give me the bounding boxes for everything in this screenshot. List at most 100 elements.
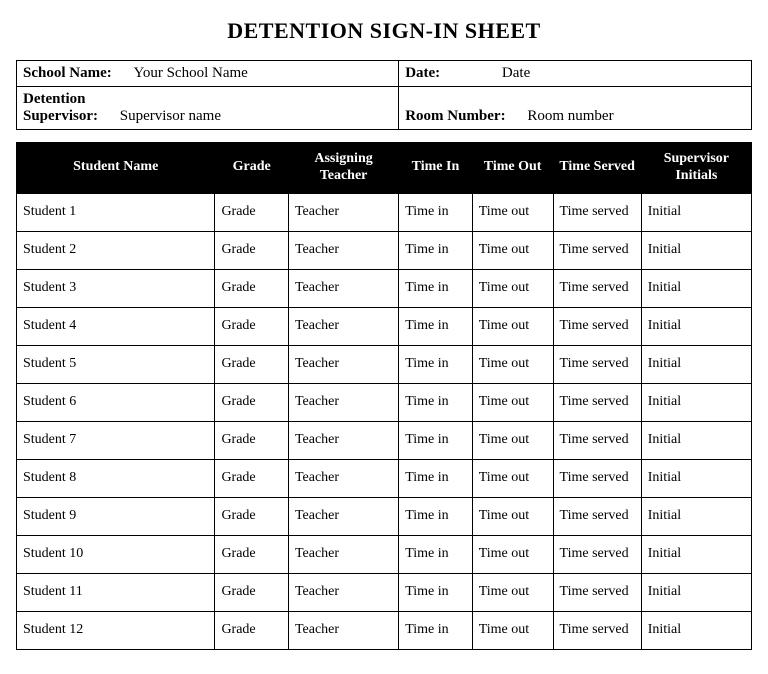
cell-student-name: Student 10 xyxy=(17,535,215,573)
col-header-time-out: Time Out xyxy=(472,143,553,194)
cell-time-out: Time out xyxy=(472,611,553,649)
cell-time-in: Time in xyxy=(399,573,473,611)
cell-teacher: Teacher xyxy=(288,459,398,497)
cell-time-served: Time served xyxy=(553,421,641,459)
cell-student-name: Student 11 xyxy=(17,573,215,611)
table-row: Student 10GradeTeacherTime inTime outTim… xyxy=(17,535,752,573)
cell-time-out: Time out xyxy=(472,231,553,269)
cell-teacher: Teacher xyxy=(288,421,398,459)
cell-teacher: Teacher xyxy=(288,573,398,611)
date-label: Date: xyxy=(405,65,440,82)
cell-time-in: Time in xyxy=(399,459,473,497)
cell-time-out: Time out xyxy=(472,535,553,573)
cell-grade: Grade xyxy=(215,573,289,611)
info-cell-school: School Name: Your School Name xyxy=(17,61,399,87)
cell-grade: Grade xyxy=(215,421,289,459)
cell-time-out: Time out xyxy=(472,307,553,345)
cell-time-out: Time out xyxy=(472,269,553,307)
cell-teacher: Teacher xyxy=(288,193,398,231)
cell-time-served: Time served xyxy=(553,269,641,307)
cell-time-in: Time in xyxy=(399,231,473,269)
cell-initials: Initial xyxy=(641,421,751,459)
cell-student-name: Student 6 xyxy=(17,383,215,421)
table-row: Student 8GradeTeacherTime inTime outTime… xyxy=(17,459,752,497)
cell-time-served: Time served xyxy=(553,535,641,573)
cell-time-in: Time in xyxy=(399,421,473,459)
col-header-time-served: Time Served xyxy=(553,143,641,194)
cell-initials: Initial xyxy=(641,497,751,535)
room-value: Room number xyxy=(527,108,613,125)
cell-initials: Initial xyxy=(641,573,751,611)
cell-student-name: Student 7 xyxy=(17,421,215,459)
table-row: Student 3GradeTeacherTime inTime outTime… xyxy=(17,269,752,307)
cell-student-name: Student 2 xyxy=(17,231,215,269)
cell-time-served: Time served xyxy=(553,573,641,611)
cell-time-out: Time out xyxy=(472,193,553,231)
cell-grade: Grade xyxy=(215,345,289,383)
cell-teacher: Teacher xyxy=(288,497,398,535)
cell-initials: Initial xyxy=(641,383,751,421)
school-name-label: School Name: xyxy=(23,65,112,82)
info-cell-room: Room Number: Room number xyxy=(399,87,752,130)
cell-teacher: Teacher xyxy=(288,345,398,383)
cell-time-out: Time out xyxy=(472,383,553,421)
cell-time-served: Time served xyxy=(553,231,641,269)
col-header-teacher: Assigning Teacher xyxy=(288,143,398,194)
cell-teacher: Teacher xyxy=(288,269,398,307)
table-row: Student 12GradeTeacherTime inTime outTim… xyxy=(17,611,752,649)
col-header-grade: Grade xyxy=(215,143,289,194)
cell-initials: Initial xyxy=(641,611,751,649)
cell-initials: Initial xyxy=(641,269,751,307)
cell-time-out: Time out xyxy=(472,421,553,459)
col-header-time-in: Time In xyxy=(399,143,473,194)
table-body: Student 1GradeTeacherTime inTime outTime… xyxy=(17,193,752,649)
cell-time-served: Time served xyxy=(553,459,641,497)
cell-time-in: Time in xyxy=(399,497,473,535)
info-table: School Name: Your School Name Date: Date… xyxy=(16,60,752,130)
cell-grade: Grade xyxy=(215,611,289,649)
supervisor-label-line2: Supervisor: xyxy=(23,108,98,125)
cell-teacher: Teacher xyxy=(288,611,398,649)
col-header-initials: Supervisor Initials xyxy=(641,143,751,194)
signin-table: Student Name Grade Assigning Teacher Tim… xyxy=(16,142,752,650)
cell-time-out: Time out xyxy=(472,497,553,535)
cell-time-served: Time served xyxy=(553,307,641,345)
cell-time-served: Time served xyxy=(553,383,641,421)
cell-teacher: Teacher xyxy=(288,535,398,573)
supervisor-label-line1: Detention xyxy=(23,91,86,108)
info-cell-date: Date: Date xyxy=(399,61,752,87)
cell-initials: Initial xyxy=(641,535,751,573)
cell-time-in: Time in xyxy=(399,307,473,345)
cell-initials: Initial xyxy=(641,231,751,269)
cell-time-in: Time in xyxy=(399,345,473,383)
table-row: Student 5GradeTeacherTime inTime outTime… xyxy=(17,345,752,383)
cell-time-served: Time served xyxy=(553,193,641,231)
room-label: Room Number: xyxy=(405,108,505,125)
table-row: Student 6GradeTeacherTime inTime outTime… xyxy=(17,383,752,421)
cell-student-name: Student 1 xyxy=(17,193,215,231)
cell-time-in: Time in xyxy=(399,611,473,649)
date-value: Date xyxy=(502,65,530,82)
supervisor-value: Supervisor name xyxy=(120,108,221,125)
cell-grade: Grade xyxy=(215,269,289,307)
cell-student-name: Student 9 xyxy=(17,497,215,535)
cell-time-in: Time in xyxy=(399,383,473,421)
school-name-value: Your School Name xyxy=(134,65,248,82)
cell-teacher: Teacher xyxy=(288,383,398,421)
cell-initials: Initial xyxy=(641,307,751,345)
table-row: Student 4GradeTeacherTime inTime outTime… xyxy=(17,307,752,345)
cell-student-name: Student 3 xyxy=(17,269,215,307)
cell-grade: Grade xyxy=(215,459,289,497)
table-row: Student 1GradeTeacherTime inTime outTime… xyxy=(17,193,752,231)
table-header-row: Student Name Grade Assigning Teacher Tim… xyxy=(17,143,752,194)
table-row: Student 11GradeTeacherTime inTime outTim… xyxy=(17,573,752,611)
info-cell-supervisor: Detention Supervisor: Supervisor name xyxy=(17,87,399,130)
cell-grade: Grade xyxy=(215,535,289,573)
cell-student-name: Student 5 xyxy=(17,345,215,383)
table-row: Student 7GradeTeacherTime inTime outTime… xyxy=(17,421,752,459)
cell-grade: Grade xyxy=(215,193,289,231)
cell-teacher: Teacher xyxy=(288,231,398,269)
cell-initials: Initial xyxy=(641,193,751,231)
cell-grade: Grade xyxy=(215,383,289,421)
cell-grade: Grade xyxy=(215,307,289,345)
